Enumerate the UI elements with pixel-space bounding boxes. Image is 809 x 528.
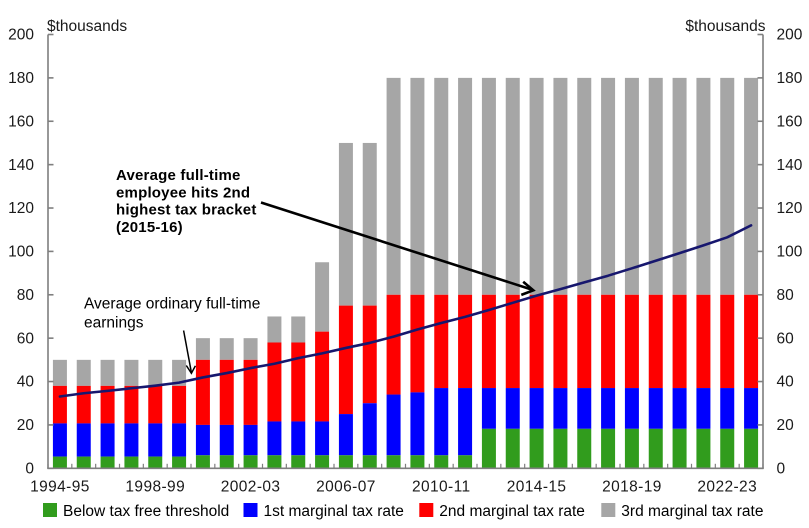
svg-text:2014-15: 2014-15 xyxy=(507,479,567,496)
svg-text:(2015-16): (2015-16) xyxy=(116,219,183,236)
svg-text:80: 80 xyxy=(777,287,795,304)
svg-text:2002-03: 2002-03 xyxy=(221,479,281,496)
svg-text:60: 60 xyxy=(777,330,795,347)
svg-text:$thousands: $thousands xyxy=(47,18,127,35)
svg-text:3rd marginal tax rate: 3rd marginal tax rate xyxy=(621,503,763,520)
svg-text:0: 0 xyxy=(777,461,786,478)
svg-text:2018-19: 2018-19 xyxy=(602,479,662,496)
svg-text:140: 140 xyxy=(8,157,34,174)
svg-text:120: 120 xyxy=(777,200,803,217)
svg-text:earnings: earnings xyxy=(84,315,144,332)
svg-text:Average full-time: Average full-time xyxy=(116,167,241,184)
svg-text:employee hits 2nd: employee hits 2nd xyxy=(116,184,250,201)
svg-text:100: 100 xyxy=(8,244,34,261)
svg-text:120: 120 xyxy=(8,200,34,217)
svg-text:Below tax free threshold: Below tax free threshold xyxy=(63,503,229,520)
svg-text:2006-07: 2006-07 xyxy=(316,479,376,496)
svg-text:1994-95: 1994-95 xyxy=(30,479,90,496)
svg-text:200: 200 xyxy=(8,27,34,44)
svg-text:60: 60 xyxy=(17,330,35,347)
svg-text:140: 140 xyxy=(777,157,803,174)
svg-text:100: 100 xyxy=(777,244,803,261)
svg-text:$thousands: $thousands xyxy=(685,18,765,35)
svg-text:2nd marginal tax rate: 2nd marginal tax rate xyxy=(439,503,585,520)
svg-text:200: 200 xyxy=(777,27,803,44)
svg-text:2022-23: 2022-23 xyxy=(697,479,757,496)
svg-text:Average ordinary full-time: Average ordinary full-time xyxy=(84,296,260,313)
svg-text:1998-99: 1998-99 xyxy=(125,479,185,496)
svg-text:40: 40 xyxy=(17,374,35,391)
svg-text:180: 180 xyxy=(777,70,803,87)
svg-text:highest tax bracket: highest tax bracket xyxy=(116,202,257,219)
svg-text:2010-11: 2010-11 xyxy=(412,479,471,496)
svg-text:40: 40 xyxy=(777,374,795,391)
svg-text:180: 180 xyxy=(8,70,34,87)
svg-text:160: 160 xyxy=(8,113,34,130)
svg-text:80: 80 xyxy=(17,287,35,304)
svg-text:1st marginal tax rate: 1st marginal tax rate xyxy=(264,503,404,520)
svg-text:20: 20 xyxy=(777,417,795,434)
svg-text:0: 0 xyxy=(25,461,34,478)
svg-text:20: 20 xyxy=(17,417,35,434)
svg-text:160: 160 xyxy=(777,113,803,130)
